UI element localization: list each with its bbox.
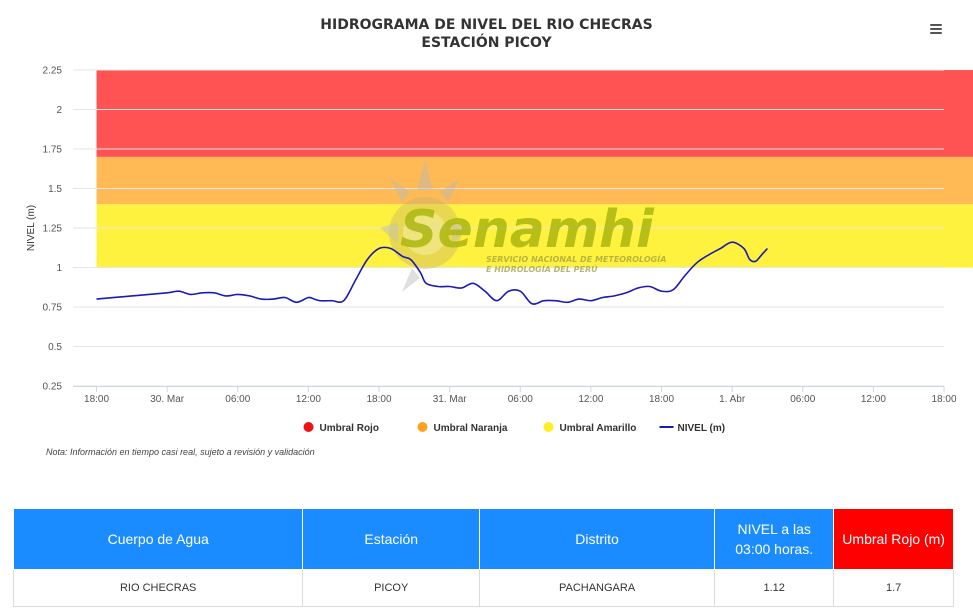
- legend-label: Umbral Rojo: [320, 423, 379, 434]
- senamhi-watermark: Senamhi SERVICIO NACIONAL DE METEOROLOGÍ…: [380, 160, 666, 292]
- header-nivel: NIVEL a las 03:00 horas.: [714, 508, 835, 570]
- series-layer: [96, 241, 769, 305]
- x-tick-label: 18:00: [649, 394, 674, 405]
- header-distrito: Distrito: [479, 508, 716, 570]
- threshold-bands: [96, 70, 973, 268]
- cell-estacion: PICOY: [302, 569, 481, 607]
- cell-nivel: 1.12: [714, 569, 835, 607]
- hydrograph-chart: Senamhi SERVICIO NACIONAL DE METEOROLOGÍ…: [26, 66, 973, 434]
- legend-item-umbral-naranja[interactable]: Umbral Naranja: [417, 422, 508, 434]
- x-tick-label: 31. Mar: [433, 394, 468, 405]
- sun-logo-icon: [380, 160, 470, 292]
- legend-item-umbral-amarillo[interactable]: Umbral Amarillo: [543, 422, 637, 434]
- chart-title-line1: HIDROGRAMA DE NIVEL DEL RIO CHECRAS: [320, 17, 653, 33]
- station-info-table: Cuerpo de Agua Estación Distrito NIVEL a…: [12, 508, 954, 607]
- legend-label: Umbral Amarillo: [560, 423, 637, 434]
- table-header-row: Cuerpo de Agua Estación Distrito NIVEL a…: [12, 508, 954, 570]
- watermark-line1: SERVICIO NACIONAL DE METEOROLOGÍA: [486, 253, 666, 264]
- series-line-nivel[interactable]: [96, 241, 769, 305]
- legend-item-umbral-rojo[interactable]: Umbral Rojo: [303, 422, 379, 434]
- axes: 0.25 0.5 0.75 1 1.25 1.5 1.75 2 2.25 18:00 30. Mar…: [43, 66, 957, 406]
- x-tick-label: 06:00: [790, 394, 815, 405]
- chart-legend: Umbral Rojo Umbral Naranja Umbral Amarillo…: [303, 422, 726, 434]
- legend-symbol: [417, 422, 428, 432]
- x-tick-label: 06:00: [508, 394, 533, 405]
- y-tick-label: 1: [56, 263, 62, 274]
- cell-distrito: PACHANGARA: [479, 569, 716, 607]
- x-tick-label: 1. Abr: [719, 394, 746, 405]
- x-tick-label: 30. Mar: [150, 394, 185, 405]
- y-tick-label: 0.5: [48, 342, 62, 353]
- watermark-brand: Senamhi: [400, 200, 655, 260]
- table-row: RIO CHECRAS PICOY PACHANGARA 1.12 1.7: [12, 569, 954, 607]
- x-tick-label: 18:00: [367, 394, 392, 405]
- header-umbral-rojo: Umbral Rojo (m): [833, 508, 954, 570]
- y-tick-label: 1.75: [43, 145, 63, 156]
- x-tick-label: 12:00: [861, 394, 886, 405]
- x-tick-label: 18:00: [931, 394, 956, 405]
- legend-label: NIVEL (m): [678, 423, 726, 434]
- legend-label: Umbral Naranja: [434, 423, 508, 434]
- data-note: Nota: Información en tiempo casi real, s…: [46, 447, 315, 457]
- chart-title-line2: ESTACIÓN PICOY: [421, 35, 552, 51]
- header-cuerpo-de-agua: Cuerpo de Agua: [12, 508, 304, 570]
- x-tick-label: 12:00: [296, 394, 321, 405]
- legend-symbol: [303, 422, 314, 432]
- band-umbral-naranja: [96, 156, 973, 205]
- header-estacion: Estación: [302, 508, 481, 570]
- legend-item-nivel-m[interactable]: NIVEL (m): [659, 423, 726, 434]
- y-tick-label: 1.5: [48, 184, 62, 195]
- band-umbral-rojo: [96, 70, 973, 157]
- y-axis-label: NIVEL (m): [26, 205, 37, 251]
- band-umbral-amarillo: [96, 204, 973, 268]
- cell-umbral-rojo: 1.7: [833, 569, 954, 607]
- legend-symbol: [543, 422, 554, 432]
- y-tick-label: 2: [56, 105, 62, 116]
- watermark-line2: E HIDROLOGÍA DEL PERÚ: [486, 263, 598, 274]
- cell-cuerpo-de-agua: RIO CHECRAS: [12, 569, 304, 607]
- hamburger-menu-icon[interactable]: [928, 22, 944, 36]
- y-tick-label: 0.75: [43, 303, 63, 314]
- x-tick-label: 06:00: [225, 394, 250, 405]
- y-tick-label: 2.25: [43, 66, 63, 77]
- y-tick-label: 0.25: [43, 382, 63, 393]
- x-tick-label: 18:00: [84, 394, 109, 405]
- x-tick-label: 12:00: [578, 394, 603, 405]
- y-tick-label: 1.25: [43, 224, 63, 235]
